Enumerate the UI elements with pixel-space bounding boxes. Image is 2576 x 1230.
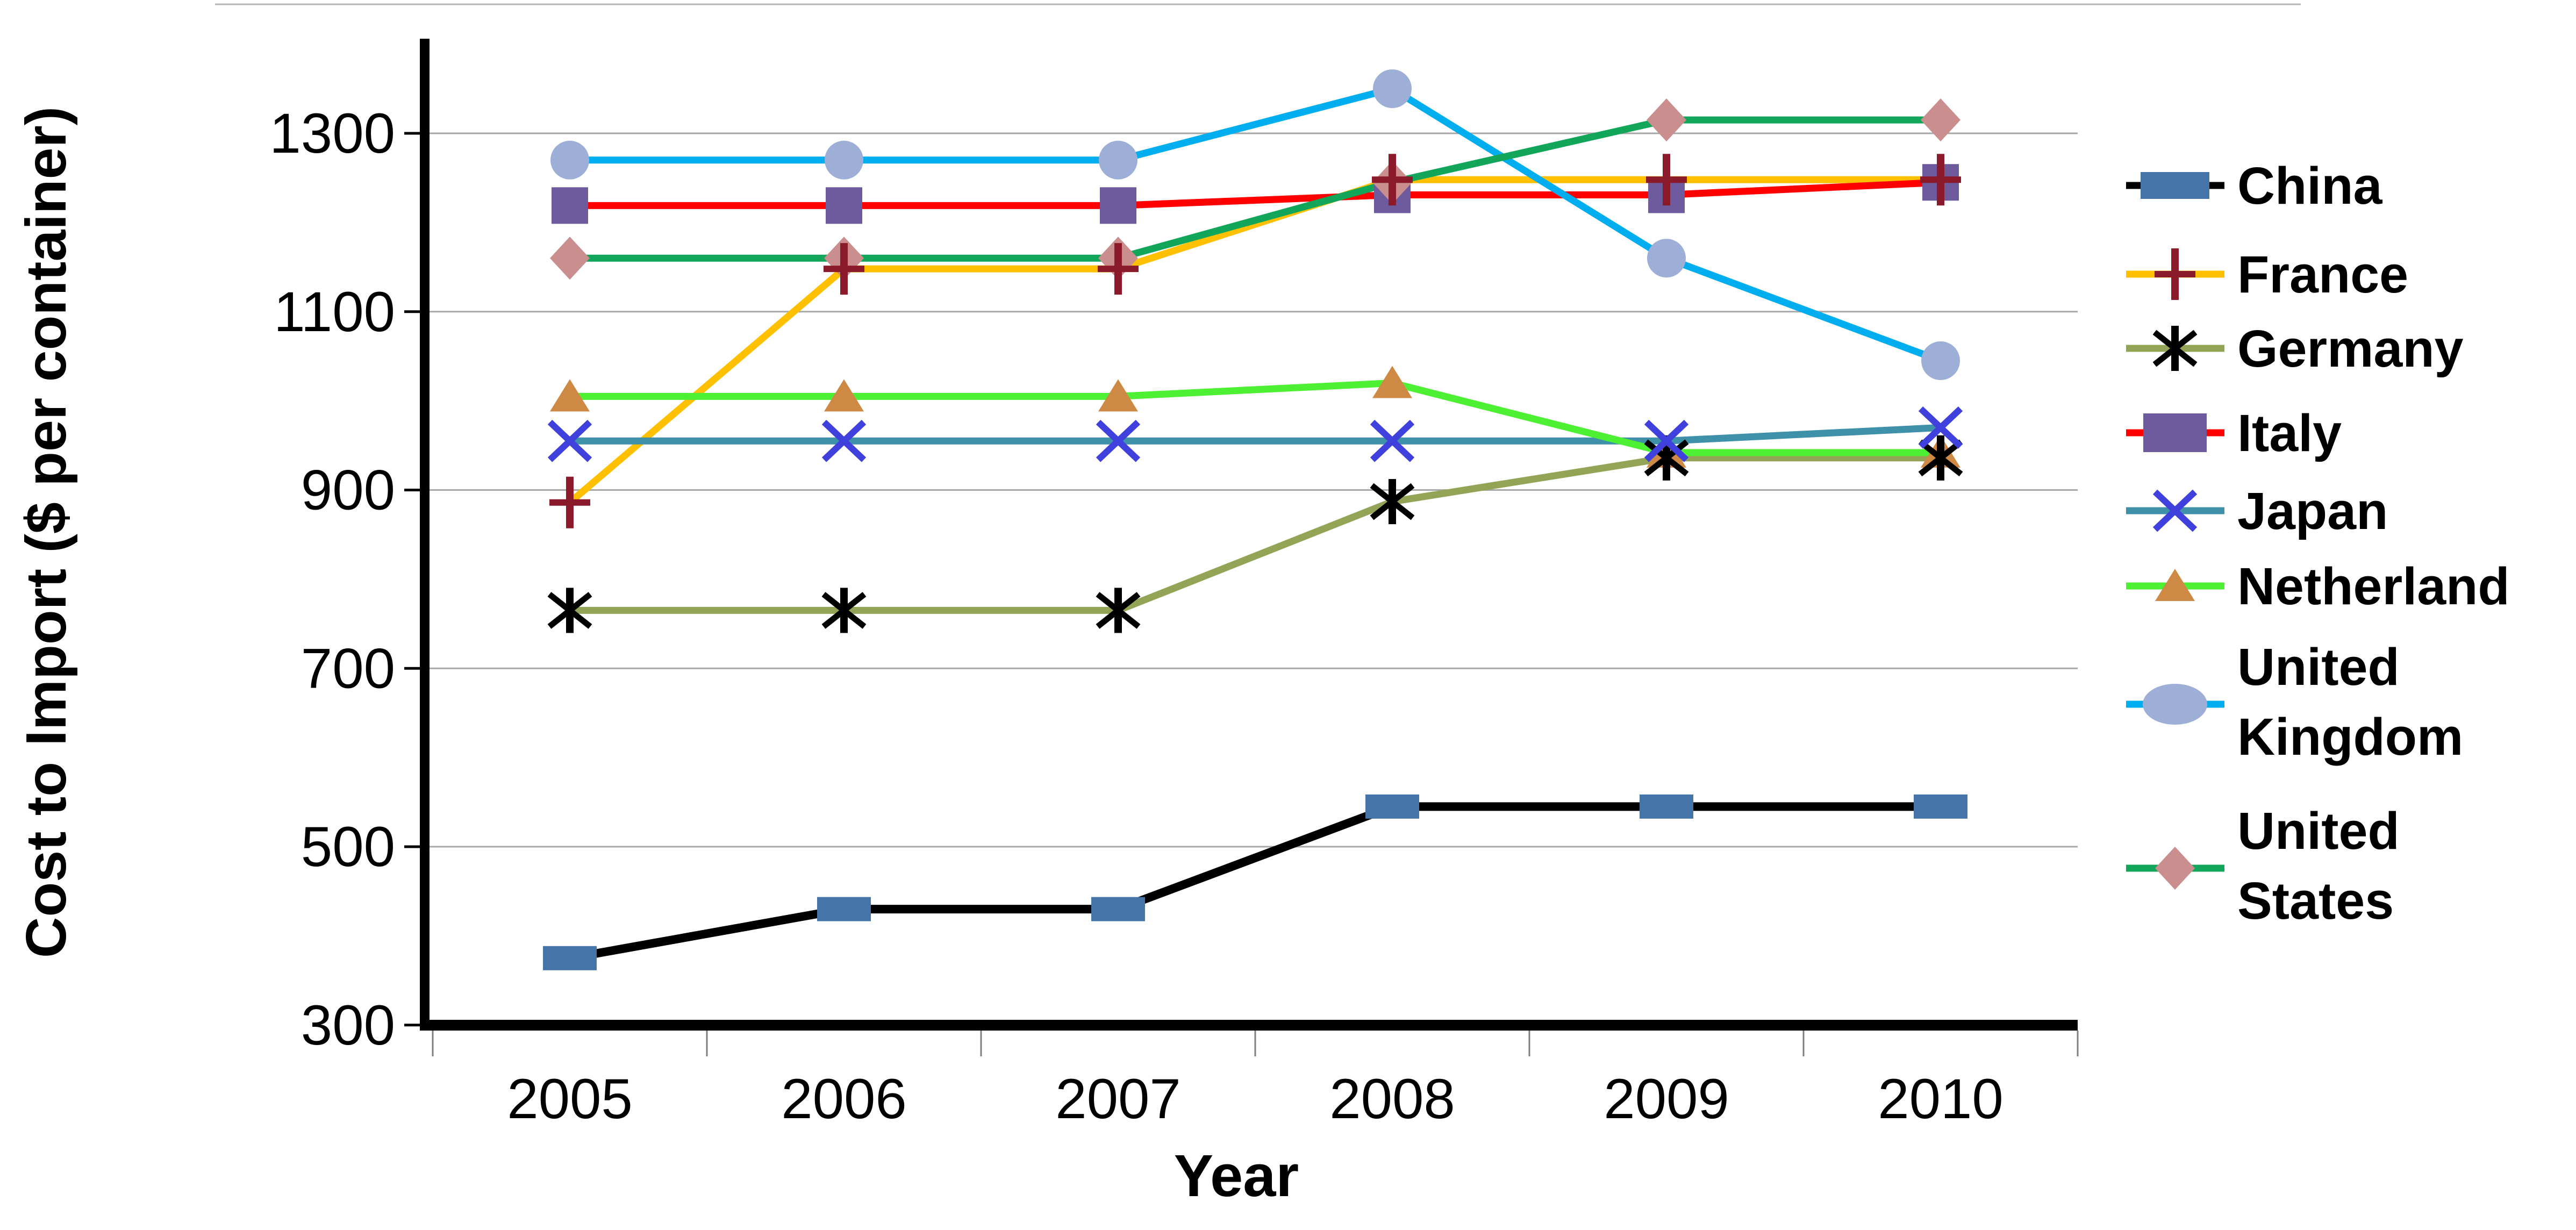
marker-france-2005	[549, 476, 590, 528]
marker-germany-2006	[821, 588, 867, 633]
legend-marker-netherland	[2155, 569, 2195, 601]
marker-china-2005	[543, 946, 597, 970]
marker-france-2009	[1646, 154, 1687, 206]
marker-italy-2005	[552, 187, 588, 224]
marker-japan-2007	[1096, 419, 1141, 462]
marker-netherland-2005	[550, 379, 590, 412]
marker-united-kingdom-2008	[1373, 69, 1412, 109]
marker-japan-2010	[1918, 406, 1963, 449]
x-tick-label-2007: 2007	[1055, 1068, 1181, 1131]
marker-netherland-2006	[824, 379, 864, 412]
marker-china-2006	[817, 897, 871, 921]
y-tick-label-500: 500	[301, 816, 395, 878]
marker-united-kingdom-2005	[550, 140, 589, 180]
y-tick-label-900: 900	[301, 459, 395, 522]
legend-label-united-kingdom-line1: United	[2237, 638, 2400, 696]
legend-label-united-kingdom-line2: Kingdom	[2237, 707, 2463, 766]
y-tick-label-300: 300	[301, 994, 395, 1057]
marker-germany-2008	[1370, 479, 1415, 525]
legend-label-france: France	[2237, 245, 2408, 304]
marker-germany-2005	[547, 588, 592, 633]
series-line-japan	[570, 424, 1941, 445]
legend-marker-germany	[2152, 326, 2198, 371]
series-line-netherland	[570, 379, 1941, 456]
series-line-china	[569, 802, 1941, 963]
legend-marker-china	[2141, 172, 2209, 199]
legend-label-netherland: Netherland	[2237, 557, 2510, 616]
legend-label-germany: Germany	[2237, 319, 2464, 378]
legend-marker-japan	[2152, 489, 2198, 532]
marker-china-2007	[1091, 897, 1145, 921]
marker-china-2008	[1365, 794, 1419, 819]
marker-italy-2006	[826, 187, 862, 224]
marker-united-states-2010	[1921, 98, 1960, 142]
marker-france-2010	[1920, 154, 1961, 206]
marker-china-2009	[1640, 794, 1693, 819]
marker-netherland-2008	[1372, 366, 1412, 398]
legend-label-china: China	[2237, 156, 2383, 215]
marker-japan-2008	[1370, 419, 1415, 462]
marker-china-2010	[1914, 794, 1967, 819]
legend-marker-united-kingdom	[2143, 684, 2207, 725]
legend-label-italy: Italy	[2237, 404, 2342, 462]
marker-italy-2007	[1100, 187, 1136, 224]
series-line-germany	[570, 454, 1941, 614]
marker-france-2006	[824, 243, 864, 295]
y-axis-title: Cost to Import ($ per container)	[15, 106, 78, 958]
series-line-united-kingdom	[570, 85, 1942, 364]
series-line-united-states	[570, 116, 1941, 262]
legend-marker-france	[2155, 248, 2195, 300]
series-line-france	[567, 176, 1941, 505]
marker-united-kingdom-2007	[1099, 140, 1137, 180]
legend-marker-italy	[2143, 413, 2207, 452]
marker-united-kingdom-2006	[825, 140, 863, 180]
marker-united-kingdom-2010	[1921, 341, 1960, 380]
legend-label-japan: Japan	[2237, 482, 2388, 540]
x-axis-title: Year	[1174, 1143, 1299, 1209]
marker-united-states-2005	[550, 237, 590, 280]
x-tick-label-2010: 2010	[1878, 1068, 2003, 1131]
x-tick-label-2005: 2005	[507, 1068, 633, 1131]
marker-germany-2010	[1918, 435, 1963, 481]
marker-france-2008	[1372, 154, 1413, 206]
legend-label-united-states-line2: States	[2237, 871, 2394, 930]
marker-united-states-2009	[1647, 98, 1686, 142]
marker-netherland-2007	[1098, 379, 1138, 412]
series-line-italy	[570, 178, 1941, 209]
legend-label-united-states-line1: United	[2237, 802, 2400, 860]
marker-japan-2006	[821, 419, 867, 462]
legend-marker-united-states	[2155, 847, 2195, 890]
marker-japan-2009	[1644, 419, 1689, 462]
y-tick-label-1100: 1100	[274, 281, 395, 344]
marker-germany-2007	[1096, 588, 1141, 633]
x-tick-label-2008: 2008	[1329, 1068, 1455, 1131]
x-tick-label-2006: 2006	[781, 1068, 907, 1131]
x-tick-label-2009: 2009	[1604, 1068, 1729, 1131]
marker-japan-2005	[547, 419, 592, 462]
y-tick-label-1300: 1300	[269, 102, 395, 165]
marker-united-kingdom-2009	[1647, 239, 1686, 278]
marker-france-2007	[1098, 243, 1139, 295]
y-tick-label-700: 700	[301, 637, 395, 700]
